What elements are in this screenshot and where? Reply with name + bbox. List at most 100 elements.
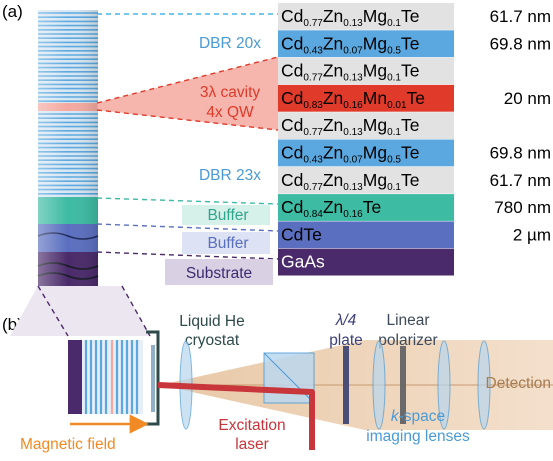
kspace-lens-4 — [477, 340, 491, 430]
magnetic-field-label: Magnetic field — [20, 436, 116, 453]
buffer-teal-connector — [96, 197, 279, 205]
formula-element: Mn — [363, 88, 387, 108]
excitation-label-line2: laser — [235, 436, 269, 453]
cavity-top-connector — [96, 56, 279, 104]
formula-element: Cd — [281, 6, 303, 26]
layer-row-bg — [278, 248, 454, 276]
layer-row-bg — [278, 139, 454, 167]
formula-subscript: 0.43 — [303, 155, 323, 166]
formula-element: GaAs — [281, 252, 325, 272]
layer-row-bg — [278, 84, 454, 112]
kspace-label-line1: k-space — [391, 408, 445, 425]
formula-element: Te — [407, 88, 425, 108]
buffer-teal-label-bg — [182, 205, 270, 225]
formula-element: Te — [401, 6, 419, 26]
layer-formula: Cd0.43Zn0.07Mg0.5Te — [281, 33, 419, 56]
waveplate-label-line1: λ/4 — [335, 312, 357, 329]
layer-row-bg — [278, 221, 454, 249]
zoom-funnel-left-edge — [37, 285, 69, 337]
formula-element: Te — [401, 61, 419, 81]
layer-thickness: 69.8 nm — [490, 144, 551, 163]
kspace-label-italic-k: k — [391, 408, 400, 425]
formula-subscript: 0.77 — [303, 182, 323, 193]
formula-element: Te — [401, 170, 419, 190]
formula-element: Cd — [281, 33, 303, 53]
formula-element: Cd — [281, 115, 303, 135]
layer-formula: Cd0.43Zn0.07Mg0.5Te — [281, 143, 419, 166]
formula-element: Zn — [323, 6, 343, 26]
layer-row-bg — [278, 166, 454, 194]
kspace-lens-3 — [437, 340, 451, 430]
formula-subscript: 0.01 — [387, 100, 407, 111]
formula-element: Zn — [323, 61, 343, 81]
cavity-highlight-wedge — [97, 57, 278, 130]
formula-element: Mg — [363, 6, 387, 26]
formula-subscript: 0.07 — [343, 155, 363, 166]
cryostat-label-line1: Liquid He — [179, 313, 245, 330]
sample-cross-section — [68, 340, 152, 414]
formula-element: Cd — [281, 197, 303, 217]
layer-formula: Cd0.83Zn0.16Mn0.01Te — [281, 88, 425, 111]
formula-element: Zn — [323, 33, 343, 53]
formula-subscript: 0.84 — [303, 209, 323, 220]
layer-formula: Cd0.77Zn0.13Mg0.1Te — [281, 115, 419, 138]
layer-row-bg — [278, 30, 454, 58]
buffer-blue-label: Buffer — [207, 235, 248, 252]
formula-subscript: 0.16 — [343, 209, 363, 220]
cavity-bottom-connector — [96, 109, 279, 131]
substrate-connector — [96, 251, 279, 260]
layer-row-bg — [278, 112, 454, 139]
formula-subscript: 0.16 — [343, 100, 363, 111]
zoom-funnel-right-edge — [121, 285, 151, 337]
layer-formula: Cd0.77Zn0.13Mg0.1Te — [281, 61, 419, 84]
cryostat-window — [146, 330, 160, 426]
formula-element: Mg — [363, 115, 387, 135]
layer-formula: GaAs — [281, 252, 325, 272]
layer-formula: CdTe — [281, 224, 322, 244]
formula-subscript: 0.5 — [387, 155, 401, 166]
formula-element: Zn — [323, 197, 343, 217]
formula-element: Te — [401, 115, 419, 135]
cryostat-label-line2: cryostat — [185, 332, 240, 349]
dbr-bottom-label: DBR 23x — [199, 167, 261, 184]
formula-element: Zn — [323, 143, 343, 163]
formula-subscript: 0.13 — [343, 73, 363, 84]
formula-subscript: 0.1 — [387, 73, 401, 84]
layer-composition-table: Cd0.77Zn0.13Mg0.1Te 61.7 nmCd0.43Zn0.07Mg… — [278, 3, 551, 276]
formula-subscript: 0.77 — [303, 18, 323, 29]
kspace-label-rest: -space — [399, 408, 446, 425]
formula-element: CdTe — [281, 224, 322, 244]
formula-subscript: 0.13 — [343, 182, 363, 193]
kspace-label-line2: imaging lenses — [366, 428, 470, 445]
formula-element: Te — [401, 143, 419, 163]
formula-element: Cd — [281, 143, 303, 163]
stack-shading — [38, 10, 98, 286]
layer-row-bg — [278, 194, 454, 221]
layer-thickness: 780 nm — [494, 198, 551, 217]
formula-subscript: 0.77 — [303, 73, 323, 84]
substrate-label: Substrate — [186, 265, 252, 282]
formula-subscript: 0.77 — [303, 127, 323, 138]
formula-element: Mg — [363, 143, 387, 163]
excitation-label-line1: Excitation — [218, 417, 285, 434]
formula-element: Cd — [281, 61, 303, 81]
polarizer-label-line1: Linear — [386, 312, 429, 329]
formula-subscript: 0.43 — [303, 45, 323, 56]
layer-thickness: 69.8 nm — [490, 34, 551, 53]
substrate-label-bg — [165, 259, 273, 285]
kspace-lens-2 — [372, 340, 386, 430]
cavity-label-line2: 4x QW — [206, 104, 254, 121]
layer-thickness: 20 nm — [504, 89, 551, 108]
beam-splitter-cube — [263, 352, 315, 404]
buffer-blue-connector — [96, 223, 279, 232]
layer-formula: Cd0.77Zn0.13Mg0.1Te — [281, 6, 419, 29]
formula-element: Zn — [323, 170, 343, 190]
formula-element: Te — [401, 33, 419, 53]
quarter-wave-plate — [343, 346, 349, 424]
buffer-teal-label: Buffer — [207, 207, 248, 224]
linear-polarizer — [400, 346, 406, 424]
layer-thickness: 61.7 nm — [490, 7, 551, 26]
dbr-top-label: DBR 20x — [199, 35, 261, 52]
formula-element: Cd — [281, 170, 303, 190]
